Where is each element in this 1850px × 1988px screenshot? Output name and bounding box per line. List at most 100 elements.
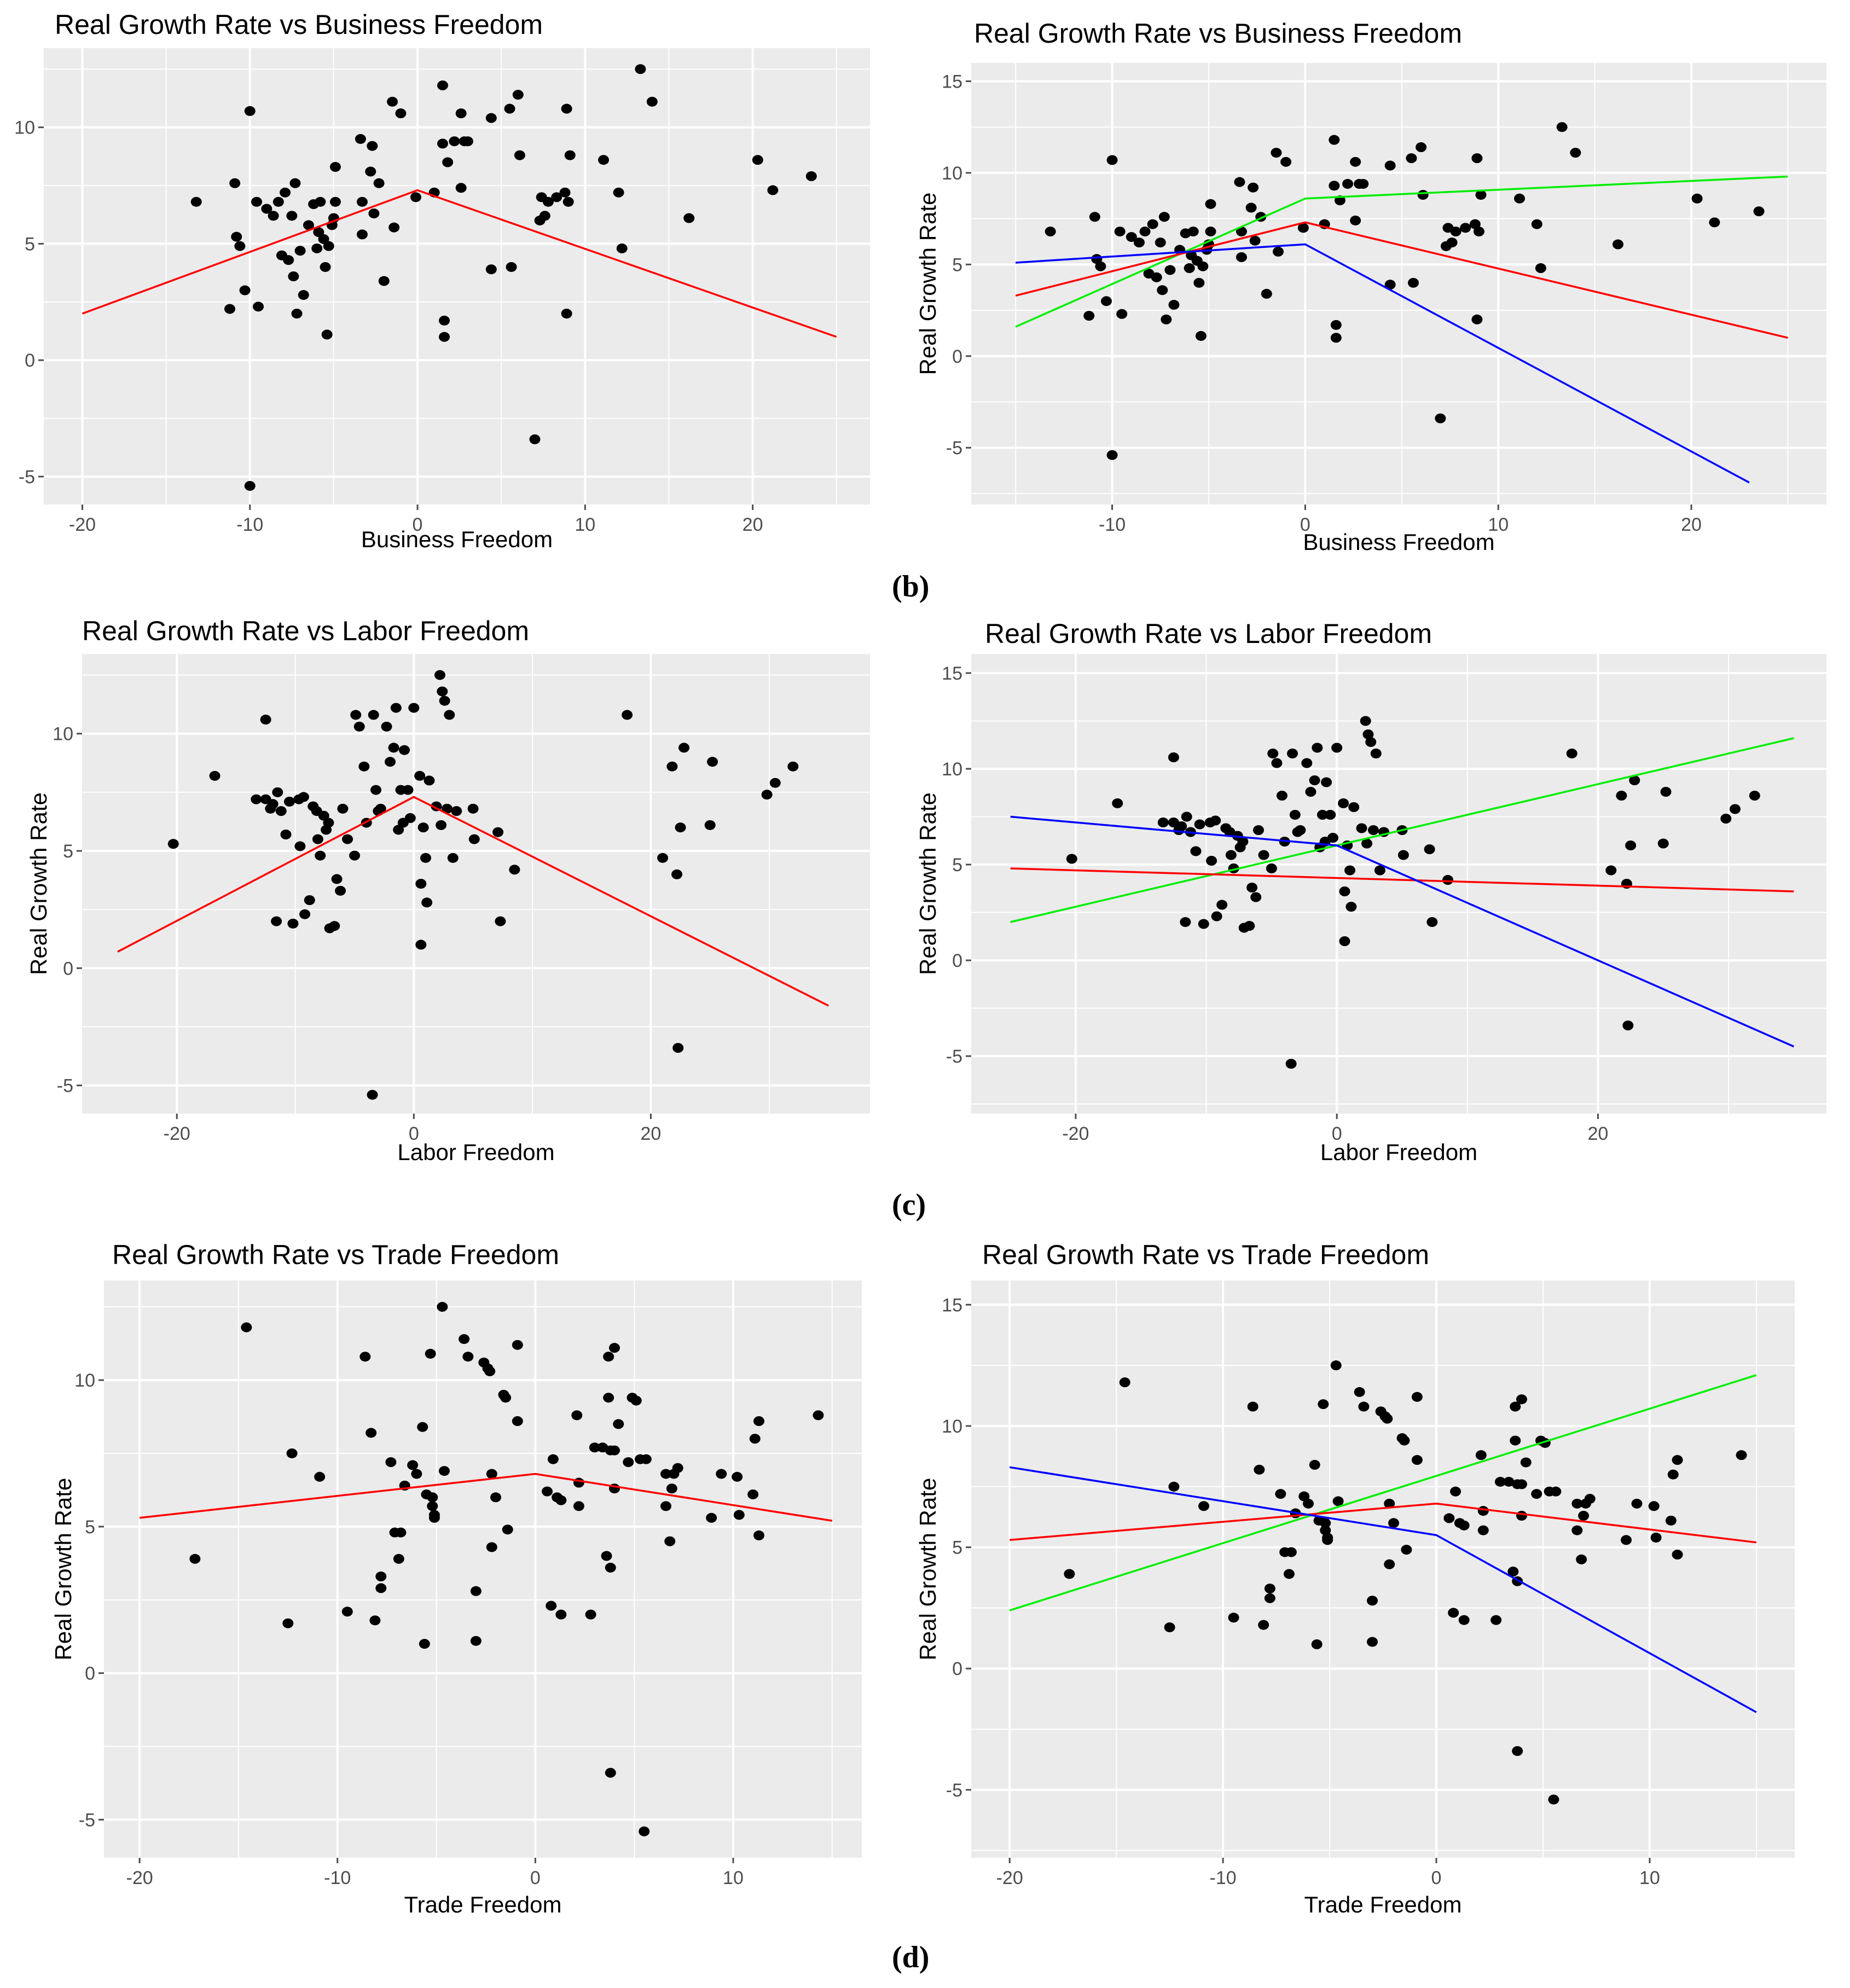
chart-trade-left: -20 -10 0 10 -5 0 5 10 Real Growth Rate vs Trade… [50,1239,862,1917]
chart-title: Real Growth Rate vs Labor Freedom [82,616,529,646]
x-tick-label: -10 [324,1868,351,1888]
data-point [753,1530,764,1540]
data-point [1510,1435,1521,1446]
data-point [241,1322,252,1332]
data-point [1631,1498,1643,1509]
data-point [539,211,550,221]
data-point [298,792,309,802]
data-point [675,822,686,833]
data-point [1236,252,1247,262]
data-point [1475,1450,1487,1460]
data-point [613,1419,624,1429]
data-point [767,185,779,195]
data-point [1477,1525,1489,1535]
data-point [1365,737,1377,747]
data-point [331,874,343,884]
data-point [1151,272,1162,282]
data-point [329,196,341,207]
data-point [1264,1583,1275,1593]
data-point [514,150,525,160]
data-point [1512,1746,1523,1756]
x-tick-label: 0 [409,1123,419,1144]
data-point [291,309,303,319]
data-point [1720,814,1732,824]
data-point [1112,798,1123,808]
data-point [370,785,382,795]
data-point [468,834,480,844]
y-tick-label: 5 [63,841,73,862]
data-point [1329,135,1340,145]
x-tick-label: -10 [236,514,263,535]
data-point [349,850,361,861]
data-point [304,895,315,905]
data-point [329,921,340,931]
data-point [603,1393,614,1403]
data-point [459,1334,470,1344]
data-point [373,178,385,188]
data-point [630,1395,642,1406]
data-point [398,745,410,755]
data-point [442,157,454,167]
y-tick-label: 0 [63,958,73,979]
data-point [1198,919,1209,929]
data-point [1330,320,1342,330]
data-point [485,113,497,123]
data-point [337,803,349,814]
data-point [1064,1569,1075,1579]
data-point [315,850,326,861]
data-point [1275,1489,1286,1499]
data-point [1491,1615,1502,1625]
data-point [294,246,306,256]
data-point [1397,850,1409,860]
chart-labor-right: -20 0 20 -5 0 5 10 15 Real Growth Rate vs Labor … [915,618,1826,1165]
data-point [683,213,695,223]
data-point [1503,1476,1515,1487]
data-point [1384,1498,1395,1509]
data-point [1325,810,1336,820]
data-point [660,1469,671,1479]
data-point [1305,787,1317,797]
data-point [275,806,287,816]
data-point [366,1428,377,1438]
x-tick-label: -10 [1210,1868,1237,1888]
data-point [1320,1518,1331,1528]
data-point [190,196,202,207]
fit-line-green [1009,1374,1757,1612]
data-point [1507,1566,1519,1577]
data-point [1295,825,1306,835]
data-point [1161,314,1172,324]
y-tick-label: -5 [946,1780,962,1801]
data-point [368,208,380,219]
data-point [1729,804,1741,814]
data-point [1289,810,1301,820]
data-point [1045,227,1056,237]
data-point [1317,810,1328,820]
data-point [1516,1510,1527,1521]
data-point [434,670,445,680]
data-point [1358,179,1369,189]
y-tick-label: 5 [952,855,962,876]
data-point [1384,1559,1395,1569]
data-point [1247,1401,1259,1412]
x-tick-label: 0 [1431,1868,1442,1888]
data-point [1650,1532,1662,1543]
data-point [1338,798,1349,808]
data-point [1225,850,1237,860]
y-tick-label: 0 [25,350,35,371]
data-point [449,136,460,147]
data-point [1473,227,1484,237]
data-point [268,211,279,221]
data-point [335,885,346,896]
data-point [393,1554,404,1564]
data-point [559,187,571,198]
data-point [441,803,453,814]
plot-panel [82,654,870,1114]
data-point [769,778,781,788]
data-point [512,90,524,100]
data-point [425,1348,436,1359]
data-point [484,1366,496,1377]
data-point [341,1607,353,1617]
data-point [298,290,309,300]
data-point [1195,331,1207,341]
data-point [299,909,311,919]
